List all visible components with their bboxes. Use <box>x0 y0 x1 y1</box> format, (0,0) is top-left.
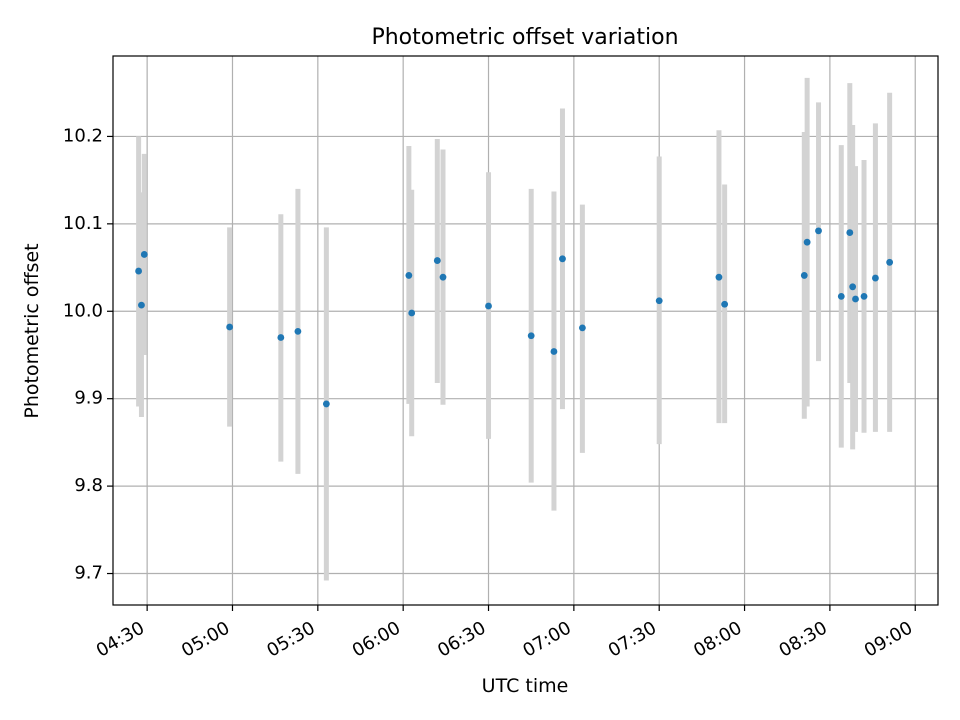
y-tick-label: 10.2 <box>63 125 103 146</box>
y-tick-label: 10.1 <box>63 213 103 234</box>
data-point <box>721 300 729 308</box>
data-point <box>803 238 811 246</box>
data-point <box>433 257 441 264</box>
data-point <box>886 258 894 266</box>
y-tick-label: 9.9 <box>74 388 103 409</box>
y-axis-label: Photometric offset <box>21 243 43 418</box>
data-point <box>852 295 859 303</box>
data-point <box>439 273 447 281</box>
data-point <box>849 283 857 291</box>
data-point <box>485 302 492 310</box>
data-point <box>408 309 416 317</box>
y-tick-label: 10.0 <box>63 300 103 321</box>
data-point <box>135 267 143 275</box>
data-point <box>527 332 535 340</box>
data-point <box>405 272 413 279</box>
plot-frame <box>112 55 939 606</box>
y-tick-label: 9.7 <box>74 563 103 584</box>
data-point <box>860 293 868 300</box>
data-point <box>872 274 879 282</box>
data-point <box>837 293 845 300</box>
data-point <box>815 227 822 235</box>
data-point <box>322 400 330 408</box>
data-point <box>800 272 808 279</box>
chart-title: Photometric offset variation <box>371 25 678 50</box>
data-point <box>226 323 234 331</box>
data-point <box>138 301 145 309</box>
x-axis-label: UTC time <box>482 675 569 697</box>
y-tick-label: 9.8 <box>74 475 103 496</box>
data-point <box>550 348 558 355</box>
data-point <box>277 334 285 341</box>
data-point <box>655 297 663 305</box>
data-point <box>140 251 148 258</box>
data-point <box>294 327 302 335</box>
data-point <box>846 229 854 236</box>
data-point <box>578 324 586 332</box>
data-point <box>559 255 566 263</box>
data-point <box>715 273 723 281</box>
data-points <box>135 227 894 408</box>
